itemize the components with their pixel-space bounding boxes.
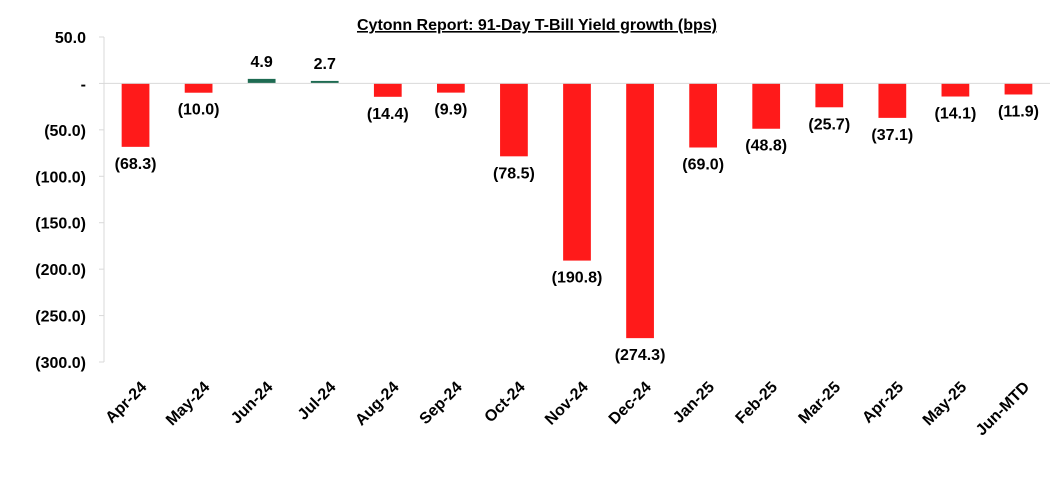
y-axis: 50.0 - (50.0) (100.0) (150.0) (200.0) (250.0) (… [35,30,105,372]
x-tick-label: Sep-24 [417,379,466,428]
bar-jul-24 [310,80,339,84]
data-label: (14.4) [367,106,409,123]
data-label: (25.7) [808,116,850,133]
x-tick-label: Jul-24 [295,379,340,424]
x-tick-label: Apr-25 [859,379,907,427]
y-tick-label: (100.0) [35,169,86,186]
y-tick-label: 50.0 [55,30,86,47]
bars [121,78,1033,339]
x-tick-label: Jun-MTD [973,379,1033,439]
x-tick-label: Jan-25 [670,379,718,427]
data-label: (68.3) [115,156,157,173]
bar-feb-25 [752,83,781,129]
x-tick-label: Apr-24 [102,379,150,427]
bar-jun-24 [247,78,276,84]
bar-aug-24 [373,83,402,97]
chart-title: Cytonn Report: 91-Day T-Bill Yield growt… [357,17,717,34]
data-label: (69.0) [682,157,724,174]
data-label: (14.1) [935,106,977,123]
data-label: (190.8) [552,270,603,287]
x-tick-label: May-25 [920,379,970,429]
y-tick-label: (150.0) [35,216,86,233]
data-labels: (68.3) (10.0) 4.9 2.7 (14.4) (9.9) (78.5) (190.… [115,54,1039,364]
bar-oct-24 [500,83,528,157]
data-label: (37.1) [871,127,913,144]
data-label: (78.5) [493,165,535,182]
y-tick-label: (200.0) [35,262,86,279]
x-tick-label: Nov-24 [542,379,592,429]
x-tick-label: Mar-25 [796,379,845,428]
bar-may-24 [184,83,213,93]
y-tick-label: (50.0) [44,123,86,140]
bar-apr-25 [878,83,907,118]
x-tick-label: Jun-24 [228,379,277,428]
x-tick-label: Dec-24 [606,379,655,428]
bar-apr-24 [121,83,150,147]
bar-dec-24 [626,83,654,339]
bar-jun-mtd [1004,83,1033,95]
data-label: (11.9) [998,103,1039,120]
bar-jan-25 [689,83,718,148]
y-tick-label: (300.0) [35,355,86,372]
bar-sep-24 [436,83,465,93]
data-label: (274.3) [615,347,666,364]
data-label: (48.8) [745,138,787,155]
data-label: 2.7 [314,56,336,73]
x-tick-label: Oct-24 [482,379,529,426]
y-tick-label: - [81,76,86,93]
data-label: (10.0) [178,102,220,119]
x-tick-label: May-24 [163,379,213,429]
data-label: (9.9) [434,102,467,119]
y-tick-label: (250.0) [35,309,86,326]
x-tick-label: Aug-24 [352,379,402,429]
bar-may-25 [941,83,970,97]
bar-mar-25 [815,83,844,108]
bar-nov-24 [563,83,591,261]
data-label: 4.9 [251,54,273,71]
x-tick-label: Feb-25 [733,379,782,428]
